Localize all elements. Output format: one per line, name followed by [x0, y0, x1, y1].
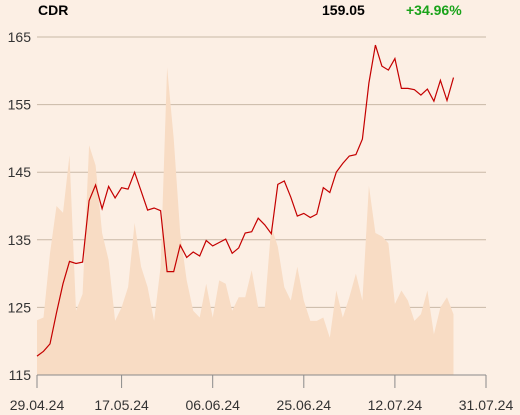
- x-tick-label: 06.06.24: [185, 397, 240, 413]
- x-tick-label: 25.06.24: [277, 397, 332, 413]
- ticker-symbol: CDR: [38, 2, 69, 18]
- price-line: [36, 44, 455, 357]
- y-axis-ticks: 165 155 145 135 125 115: [8, 29, 32, 383]
- x-tick-label: 29.04.24: [10, 397, 65, 413]
- y-tick-label: 155: [8, 97, 32, 113]
- y-tick-label: 115: [9, 367, 32, 383]
- price-change-percent: +34.96%: [406, 2, 462, 18]
- last-price: 159.05: [322, 2, 365, 18]
- y-tick-label: 165: [8, 29, 32, 45]
- x-tick-label: 12.07.24: [368, 397, 423, 413]
- y-tick-label: 125: [8, 299, 32, 315]
- volume-area: [37, 67, 454, 376]
- y-tick-label: 145: [8, 164, 32, 180]
- x-tick-label: 31.07.24: [459, 397, 514, 413]
- x-tick-label: 17.05.24: [94, 397, 149, 413]
- y-tick-label: 135: [8, 232, 32, 248]
- x-axis-ticks: 29.04.24 17.05.24 06.06.24 25.06.24 12.07.24…: [10, 375, 514, 413]
